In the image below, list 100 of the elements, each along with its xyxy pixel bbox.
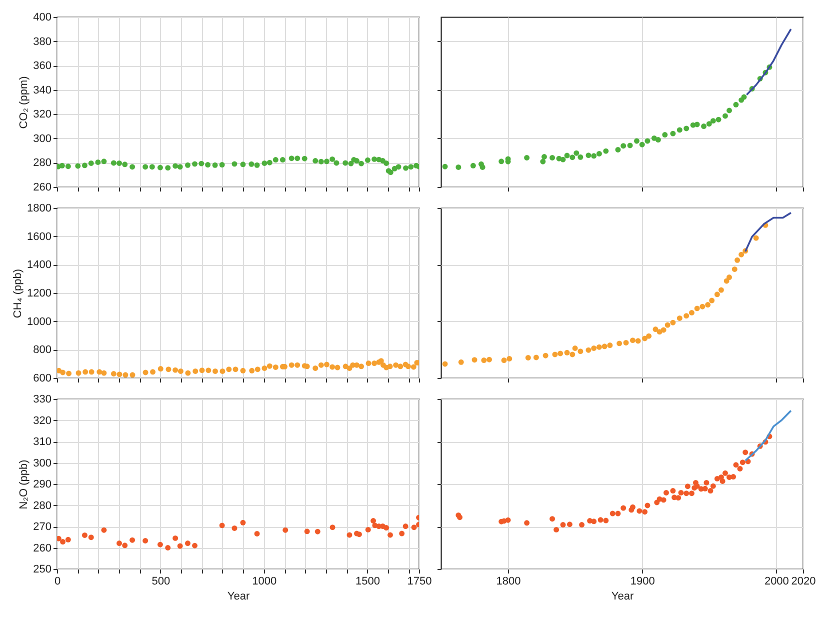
point bbox=[456, 164, 462, 170]
point bbox=[644, 502, 650, 508]
point bbox=[184, 540, 190, 546]
point bbox=[570, 154, 576, 160]
y-tick-label: 1400 bbox=[27, 259, 52, 272]
point bbox=[101, 158, 107, 164]
point bbox=[570, 352, 576, 358]
point bbox=[558, 350, 564, 356]
y-tick-label: 340 bbox=[33, 84, 52, 96]
point bbox=[603, 148, 609, 154]
point bbox=[688, 490, 694, 496]
point bbox=[411, 524, 417, 530]
x-tick-label: 1750 bbox=[407, 576, 432, 588]
point bbox=[157, 542, 163, 548]
y-tick-label: 310 bbox=[33, 436, 52, 448]
point bbox=[88, 160, 94, 166]
point bbox=[318, 158, 324, 164]
point bbox=[738, 252, 744, 258]
x-axis-title: Year bbox=[227, 590, 250, 602]
point bbox=[591, 518, 597, 524]
point bbox=[165, 545, 171, 550]
point bbox=[82, 162, 88, 168]
point bbox=[364, 157, 370, 163]
point bbox=[65, 164, 71, 170]
point bbox=[676, 127, 682, 133]
point bbox=[177, 164, 183, 170]
x-tick-label: 1500 bbox=[356, 576, 380, 588]
y-tick-label: 380 bbox=[33, 36, 52, 48]
point bbox=[240, 520, 246, 526]
point bbox=[304, 528, 310, 534]
point bbox=[615, 146, 621, 152]
point bbox=[192, 542, 198, 548]
point bbox=[710, 118, 716, 124]
y-tick-label: 1200 bbox=[27, 288, 52, 300]
point bbox=[741, 94, 747, 100]
point bbox=[710, 483, 716, 489]
point bbox=[142, 538, 148, 544]
point bbox=[505, 517, 511, 523]
point bbox=[564, 350, 570, 356]
point bbox=[122, 542, 128, 548]
point bbox=[524, 520, 530, 526]
point bbox=[722, 470, 728, 476]
point bbox=[716, 116, 722, 122]
point bbox=[288, 156, 294, 162]
point bbox=[552, 352, 558, 358]
point bbox=[660, 497, 666, 503]
point bbox=[262, 160, 268, 166]
point bbox=[172, 535, 178, 541]
point bbox=[726, 108, 732, 114]
y-axis-title: N₂O (ppb) bbox=[18, 460, 30, 510]
y-axis-title: CH₄ (ppb) bbox=[12, 268, 24, 318]
point bbox=[384, 525, 390, 531]
point bbox=[578, 348, 584, 354]
point bbox=[198, 160, 204, 166]
point bbox=[481, 358, 487, 364]
point bbox=[165, 165, 171, 171]
point bbox=[700, 304, 706, 310]
point bbox=[501, 358, 507, 364]
point bbox=[652, 326, 658, 332]
point bbox=[324, 158, 330, 164]
y-tick-label: 290 bbox=[33, 478, 52, 490]
point bbox=[550, 516, 556, 522]
point bbox=[442, 361, 448, 367]
y-tick-label: 320 bbox=[33, 414, 52, 427]
point bbox=[572, 346, 578, 351]
point bbox=[75, 163, 81, 169]
point bbox=[636, 508, 642, 514]
point bbox=[396, 164, 402, 170]
point bbox=[457, 514, 463, 520]
point bbox=[458, 359, 464, 365]
point bbox=[346, 532, 352, 538]
point bbox=[130, 164, 136, 170]
point bbox=[525, 355, 531, 360]
y-tick-label: 600 bbox=[33, 372, 52, 384]
point bbox=[280, 157, 286, 163]
point bbox=[254, 530, 260, 536]
point bbox=[554, 526, 560, 532]
point bbox=[607, 342, 613, 348]
point bbox=[330, 524, 336, 530]
point bbox=[642, 336, 648, 342]
x-tick-label: 1900 bbox=[630, 576, 655, 588]
point bbox=[718, 287, 724, 293]
point bbox=[694, 306, 700, 312]
point bbox=[59, 162, 65, 168]
point bbox=[82, 532, 88, 538]
point bbox=[620, 143, 626, 149]
point bbox=[660, 327, 666, 333]
point bbox=[714, 292, 720, 298]
point bbox=[670, 320, 676, 326]
point bbox=[272, 157, 278, 163]
y-tick-label: 1800 bbox=[27, 202, 52, 214]
point bbox=[294, 156, 300, 162]
y-tick-label: 280 bbox=[33, 157, 52, 170]
point bbox=[655, 137, 661, 142]
point bbox=[370, 518, 376, 524]
point bbox=[498, 158, 504, 164]
point bbox=[578, 154, 584, 160]
point bbox=[372, 156, 378, 162]
point bbox=[122, 162, 128, 168]
point bbox=[702, 486, 708, 492]
